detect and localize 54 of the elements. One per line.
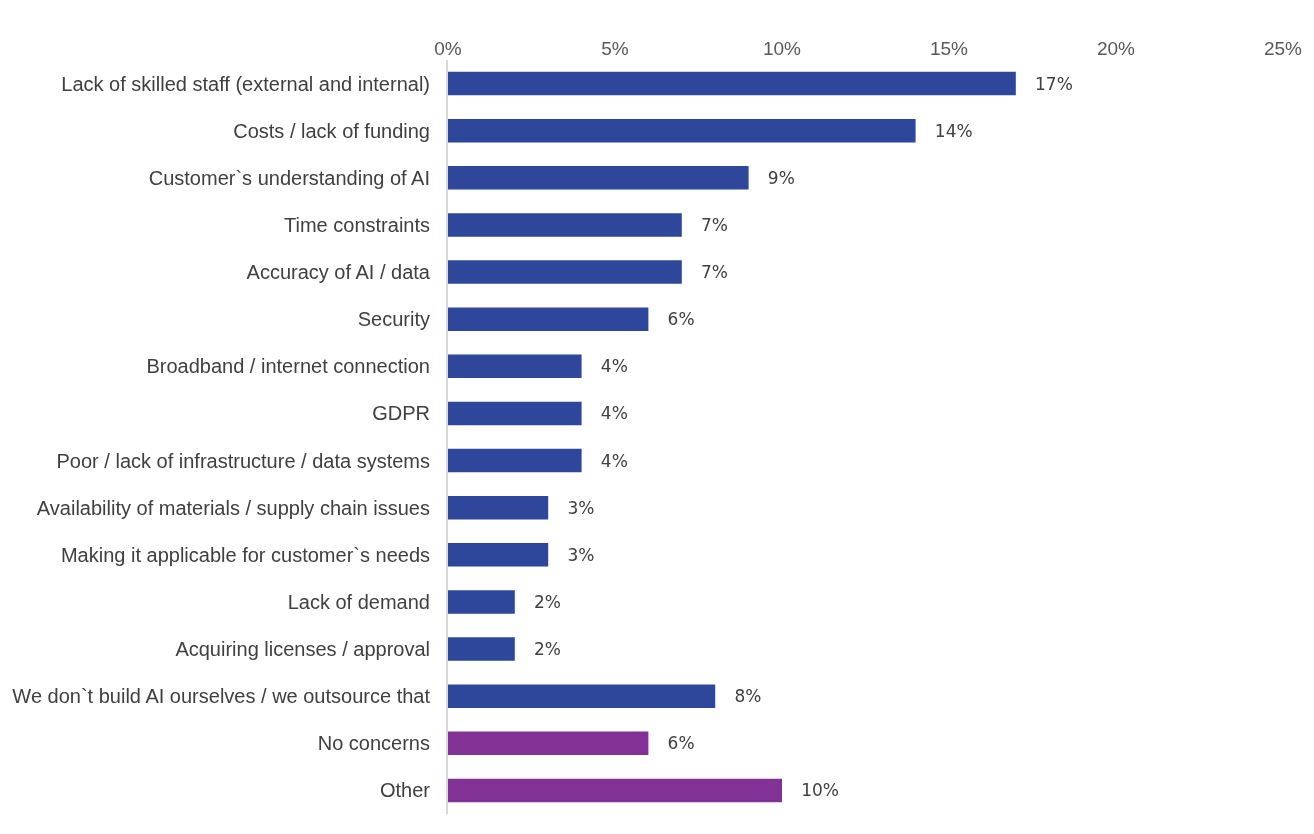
data-label: 17% bbox=[1018, 73, 1073, 94]
y-tick-label: Costs / lack of funding bbox=[233, 119, 430, 142]
x-tick-label: 0% bbox=[434, 38, 462, 60]
bar bbox=[448, 213, 682, 237]
y-tick-label: Customer`s understanding of AI bbox=[148, 166, 430, 189]
data-label: 8% bbox=[718, 686, 762, 707]
y-tick-label: No concerns bbox=[317, 732, 430, 755]
y-tick-label: Lack of skilled staff (external and internal) bbox=[61, 72, 430, 95]
y-tick-label: Time constraints bbox=[284, 213, 430, 236]
bar bbox=[448, 495, 549, 520]
y-tick-label: Accuracy of AI / data bbox=[246, 261, 431, 284]
bar bbox=[448, 354, 582, 379]
x-tick-label: 20% bbox=[1096, 38, 1136, 60]
bar bbox=[448, 448, 582, 473]
bar bbox=[448, 166, 749, 190]
data-label: 6% bbox=[651, 309, 695, 330]
y-tick-label: Acquiring licenses / approval bbox=[175, 638, 430, 661]
x-tick-label: 25% bbox=[1263, 38, 1303, 60]
y-tick-label: Broadband / internet connection bbox=[146, 355, 430, 378]
data-label: 9% bbox=[751, 167, 795, 188]
data-label: 14% bbox=[918, 120, 973, 141]
bar bbox=[448, 778, 782, 803]
bar bbox=[448, 307, 649, 331]
bar bbox=[448, 260, 682, 284]
y-tick-label: We don`t build AI ourselves / we outsource that bbox=[12, 685, 431, 708]
bar bbox=[448, 637, 515, 661]
data-label: 2% bbox=[517, 639, 561, 660]
y-tick-label: Making it applicable for customer`s needs bbox=[60, 543, 430, 566]
bar bbox=[448, 684, 716, 708]
y-tick-label: Other bbox=[379, 779, 431, 802]
x-tick-label: 15% bbox=[929, 38, 969, 60]
bar bbox=[448, 590, 515, 614]
bar bbox=[448, 118, 916, 143]
bar bbox=[448, 71, 1016, 96]
y-tick-label: Poor / lack of infrastructure / data systems bbox=[56, 449, 430, 472]
x-tick-label: 10% bbox=[762, 38, 802, 60]
data-label: 6% bbox=[651, 733, 695, 754]
y-tick-label: GDPR bbox=[372, 402, 430, 425]
y-tick-label: Lack of demand bbox=[287, 590, 430, 613]
data-label: 10% bbox=[785, 780, 839, 801]
data-label: 7% bbox=[684, 214, 728, 235]
data-label: 4% bbox=[584, 450, 628, 471]
bar bbox=[448, 731, 649, 756]
y-tick-label: Availability of materials / supply chain issues bbox=[36, 496, 430, 519]
data-label: 4% bbox=[584, 356, 628, 377]
data-label: 7% bbox=[684, 262, 728, 283]
x-tick-label: 5% bbox=[601, 38, 629, 60]
bar bbox=[448, 401, 582, 426]
bar bbox=[448, 543, 549, 567]
data-label: 4% bbox=[584, 403, 628, 424]
y-tick-label: Security bbox=[357, 308, 430, 331]
data-label: 3% bbox=[551, 544, 595, 565]
data-label: 3% bbox=[551, 497, 595, 518]
data-label: 2% bbox=[517, 591, 561, 612]
